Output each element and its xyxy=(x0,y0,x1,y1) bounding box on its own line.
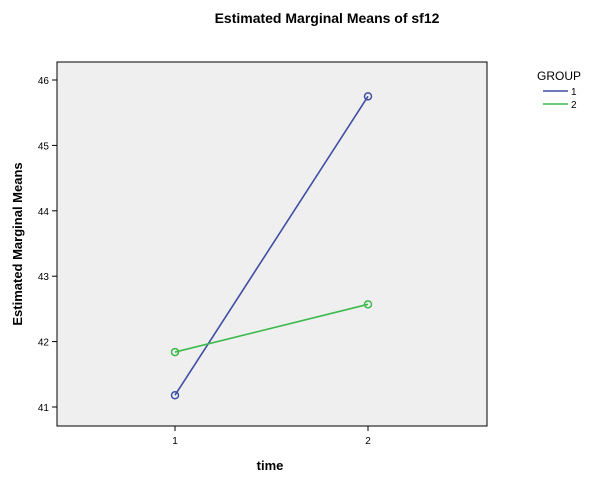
series-2-point xyxy=(170,347,180,357)
x-tick-label: 1 xyxy=(172,436,178,447)
y-tick-label: 43 xyxy=(38,272,50,283)
y-tick-label: 42 xyxy=(38,338,50,349)
series-2-point xyxy=(363,300,373,309)
y-axis: 41 42 43 44 45 46 xyxy=(38,76,57,414)
y-tick-label: 45 xyxy=(38,141,50,152)
legend: GROUP 1 2 xyxy=(537,69,581,111)
series-2-line xyxy=(174,303,369,353)
series-1-point xyxy=(363,92,373,101)
chart-title: Estimated Marginal Means of sf12 xyxy=(215,10,440,26)
x-axis-label: time xyxy=(257,458,284,473)
y-tick-label: 41 xyxy=(38,403,50,414)
legend-title: GROUP xyxy=(537,69,581,83)
series-1-point xyxy=(170,390,180,400)
legend-label-1: 1 xyxy=(571,87,577,98)
y-tick-label: 46 xyxy=(38,76,50,87)
series-1-line xyxy=(174,95,369,396)
series-layer xyxy=(170,92,373,400)
legend-label-2: 2 xyxy=(571,100,577,111)
y-axis-label: Estimated Marginal Means xyxy=(10,162,25,325)
y-tick-label: 44 xyxy=(38,207,50,218)
x-tick-label: 2 xyxy=(365,436,371,447)
